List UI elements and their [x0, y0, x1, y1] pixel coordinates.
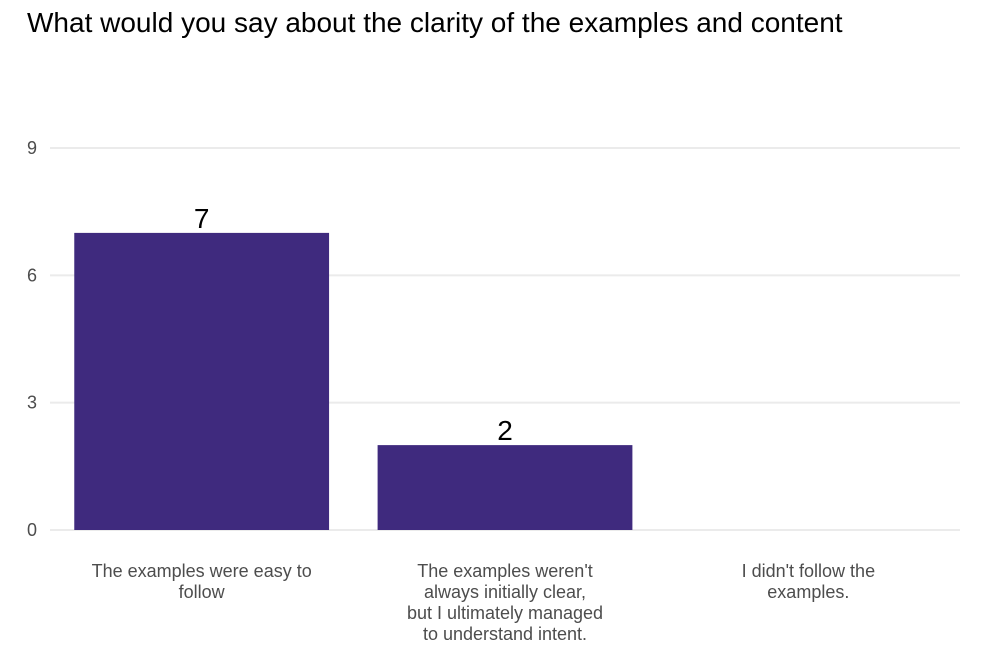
x-tick-label-line: but I ultimately managed — [407, 603, 603, 623]
y-tick-label: 6 — [27, 265, 37, 285]
x-tick-label-line: always initially clear, — [424, 582, 586, 602]
bar — [377, 445, 633, 530]
data-label: 7 — [194, 203, 210, 234]
x-tick-label-line: follow — [179, 582, 226, 602]
x-tick-label-line: I didn't follow the — [742, 561, 876, 581]
y-tick-label: 3 — [27, 393, 37, 413]
y-tick-label: 9 — [27, 138, 37, 158]
data-label: 2 — [497, 415, 513, 446]
x-tick-label-line: examples. — [767, 582, 849, 602]
bar — [74, 232, 330, 530]
x-tick-label: I didn't follow the examples. — [742, 561, 876, 602]
x-tick-label-line: to understand intent. — [423, 624, 587, 644]
x-tick-label-line: The examples were easy to — [92, 561, 312, 581]
x-tick-label-line: The examples weren't — [417, 561, 593, 581]
chart-title: What would you say about the clarity of … — [27, 7, 843, 38]
x-tick-label: The examples were easy to follow — [92, 561, 312, 602]
x-tick-label: The examples weren't always initially cle… — [407, 561, 603, 644]
y-tick-label: 0 — [27, 520, 37, 540]
